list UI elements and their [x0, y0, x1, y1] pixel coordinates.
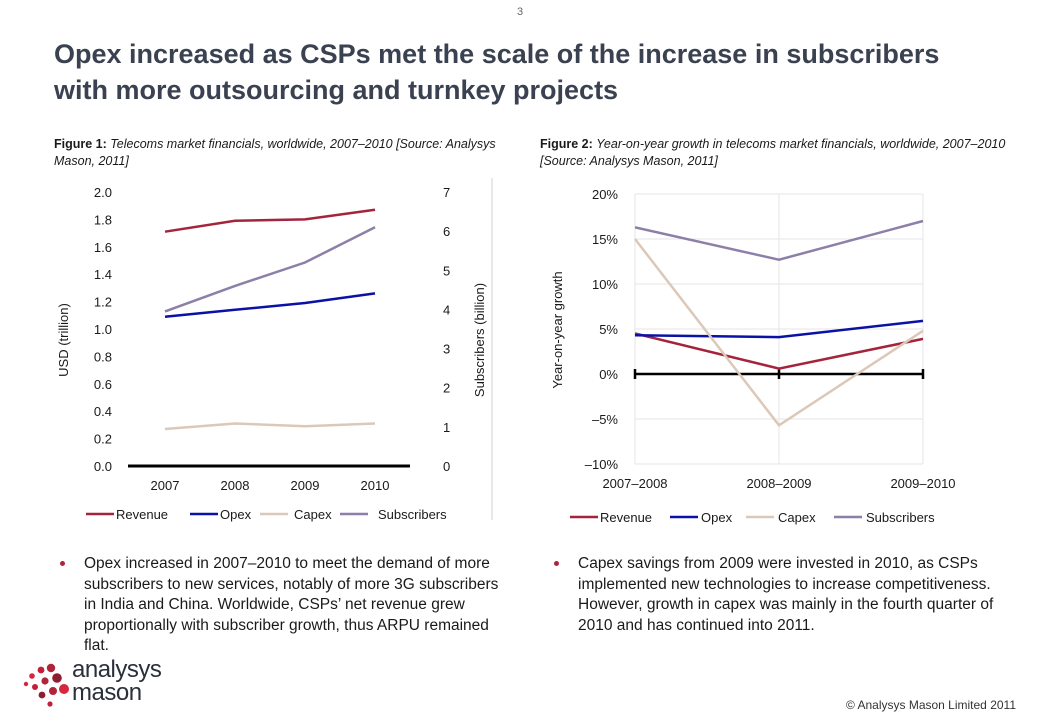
series-line-revenue	[634, 332, 924, 370]
y-tick-label: –10%	[585, 457, 619, 472]
page-title: Opex increased as CSPs met the scale of …	[54, 39, 940, 105]
series-line-subscribers	[634, 219, 924, 261]
legend-label-opex: Opex	[220, 507, 252, 522]
figure2-label: Figure 2:	[540, 137, 593, 151]
figure2-caption: Figure 2: Year-on-year growth in telecom…	[540, 136, 1010, 170]
y-tick-label: 15%	[592, 232, 618, 247]
y2-tick-label: 4	[443, 302, 450, 317]
y2-tick-label: 3	[443, 342, 450, 357]
x-tick-label: 2009–2010	[890, 476, 955, 491]
x-tick-label: 2010	[361, 478, 390, 493]
y-tick-label: 5%	[599, 322, 618, 337]
y2-tick-label: 6	[443, 224, 450, 239]
copyright: © Analysys Mason Limited 2011	[845, 698, 1016, 712]
legend-label-subscribers: Subscribers	[866, 510, 935, 525]
logo-line1: analysys	[72, 656, 162, 683]
y-tick-label: 1.2	[94, 295, 112, 310]
y-tick-label: 0.0	[94, 459, 112, 474]
logo-wordmark: analysys mason	[72, 656, 162, 706]
y-tick-label: 0%	[599, 367, 618, 382]
figure1-caption-text: Telecoms market financials, worldwide, 2…	[54, 137, 496, 168]
series-line-revenue	[164, 208, 376, 233]
y2-axis-title: Subscribers (billion)	[472, 283, 487, 397]
figure1-caption: Figure 1: Telecoms market financials, wo…	[54, 136, 524, 170]
y-tick-label: 1.4	[94, 267, 112, 282]
x-tick-label: 2008–2009	[746, 476, 811, 491]
bullet-dot-icon	[554, 561, 559, 566]
y-tick-label: 2.0	[94, 185, 112, 200]
logo-line2: mason	[72, 679, 142, 706]
figure2-caption-text: Year-on-year growth in telecoms market f…	[540, 137, 1006, 168]
x-tick-label: 2007–2008	[602, 476, 667, 491]
series-line-capex	[634, 238, 924, 427]
legend-label-opex: Opex	[701, 510, 733, 525]
legend-label-capex: Capex	[294, 507, 332, 522]
legend-label-subscribers: Subscribers	[378, 507, 447, 522]
page-number: 3	[516, 6, 524, 18]
bullet-right: Capex savings from 2009 were invested in…	[554, 554, 994, 636]
x-tick-label: 2008	[221, 478, 250, 493]
y2-tick-label: 5	[443, 263, 450, 278]
bullet-left: Opex increased in 2007–2010 to meet the …	[60, 554, 500, 657]
y-tick-label: 0.6	[94, 377, 112, 392]
y-tick-label: 20%	[592, 187, 618, 202]
y-axis-title: Year-on-year growth	[550, 271, 565, 388]
y-tick-label: 0.4	[94, 404, 112, 419]
y-tick-label: 0.2	[94, 432, 112, 447]
y-axis-title: USD (trillion)	[56, 303, 71, 377]
y-tick-label: 0.8	[94, 349, 112, 364]
y-tick-label: 1.8	[94, 212, 112, 227]
series-line-subscribers	[164, 226, 376, 313]
y-tick-label: –5%	[592, 412, 618, 427]
y2-tick-label: 1	[443, 420, 450, 435]
x-tick-label: 2009	[291, 478, 320, 493]
bullet-text: Capex savings from 2009 were invested in…	[578, 555, 994, 634]
legend-label-revenue: Revenue	[116, 507, 168, 522]
analysys-mason-logo-icon	[23, 663, 69, 707]
y2-tick-label: 7	[443, 185, 450, 200]
y-tick-label: 10%	[592, 277, 618, 292]
series-line-capex	[164, 422, 376, 431]
legend-label-capex: Capex	[778, 510, 816, 525]
bullet-text: Opex increased in 2007–2010 to meet the …	[84, 555, 499, 654]
y-tick-label: 1.6	[94, 240, 112, 255]
y2-tick-label: 0	[443, 459, 450, 474]
x-tick-label: 2007	[151, 478, 180, 493]
y-tick-label: 1.0	[94, 322, 112, 337]
figure1-label: Figure 1:	[54, 137, 107, 151]
series-line-opex	[634, 319, 924, 339]
y2-tick-label: 2	[443, 381, 450, 396]
financials-chart: 0.0 0.2 0.4 0.6 0.8 1.0 1.2 1.4 1.6 1.8 2.0 0 1 2 3 4 5 6…	[56, 178, 493, 522]
series-line-opex	[164, 292, 376, 318]
bullet-dot-icon	[60, 561, 65, 566]
growth-chart: –10% –5% 0% 5% 10% 15% 20% Year-on-year growth 2…	[550, 187, 956, 525]
legend-label-revenue: Revenue	[600, 510, 652, 525]
